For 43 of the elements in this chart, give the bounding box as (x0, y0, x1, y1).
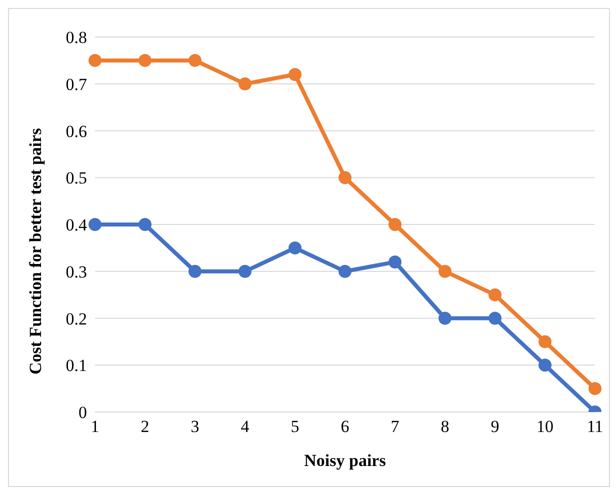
y-tick-label: 0.2 (66, 309, 87, 328)
point (238, 77, 252, 90)
point (138, 218, 152, 231)
point (138, 54, 152, 67)
x-tick-label: 10 (536, 417, 554, 436)
y-tick-label: 0.6 (66, 122, 87, 141)
x-tick-label: 7 (390, 417, 400, 436)
x-tick-label: 5 (290, 417, 300, 436)
point (88, 54, 102, 67)
point (538, 335, 552, 348)
point (288, 68, 302, 81)
point (188, 264, 202, 278)
y-tick-label: 0 (78, 403, 87, 422)
y-tick-label: 0.1 (66, 356, 87, 376)
x-tick-label: 3 (190, 417, 200, 436)
x-tick-label: 2 (140, 417, 150, 436)
y-tick-label: 0.3 (66, 262, 87, 282)
x-axis-title: Noisy pairs (304, 451, 386, 470)
point (188, 54, 202, 67)
x-tick-label: 1 (90, 417, 100, 436)
point (538, 358, 552, 372)
y-tick-label: 0.8 (66, 28, 87, 48)
point (438, 312, 452, 325)
x-tick-label: 4 (240, 417, 250, 436)
y-tick-label: 0.4 (66, 216, 88, 235)
point (238, 264, 252, 278)
point (338, 264, 352, 278)
point (388, 218, 402, 231)
x-tick-label: 6 (340, 417, 350, 436)
point (438, 264, 452, 278)
point (288, 241, 302, 254)
point (488, 288, 502, 302)
point (388, 256, 402, 268)
y-tick-label: 0.7 (66, 74, 88, 94)
x-tick-label: 11 (586, 417, 604, 436)
x-tick-label: 8 (440, 417, 450, 436)
point (338, 171, 352, 184)
point (88, 218, 102, 231)
y-axis-title: Cost Function for better test pairs (26, 128, 46, 374)
x-tick-label: 9 (490, 417, 500, 436)
point (588, 382, 602, 396)
point (488, 312, 502, 325)
y-tick-label: 0.5 (66, 168, 87, 188)
